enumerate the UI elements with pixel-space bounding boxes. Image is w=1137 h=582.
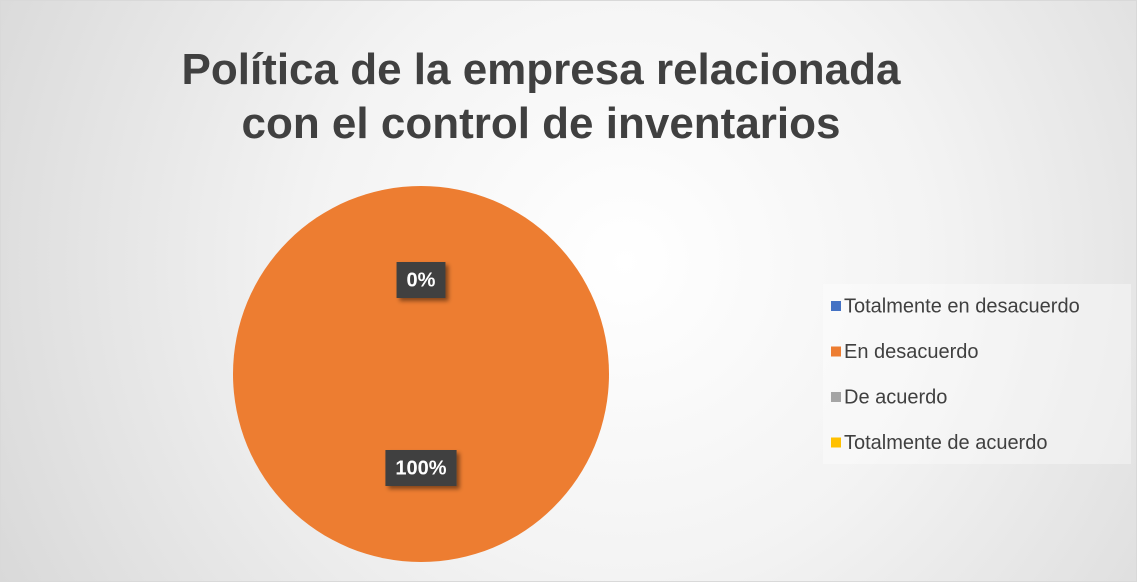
- legend-swatch: [831, 301, 841, 311]
- legend-box: [823, 284, 1131, 464]
- data-label-box: [385, 450, 457, 486]
- legend-label: En desacuerdo: [844, 341, 979, 363]
- legend-swatch: [831, 437, 841, 448]
- chart-title: Política de la empresa relacionada con e…: [181, 45, 901, 148]
- legend-label: Totalmente de acuerdo: [844, 432, 1047, 454]
- data-label-box: [396, 262, 446, 298]
- legend-swatch: [831, 346, 841, 357]
- legend-label: Totalmente en desacuerdo: [844, 295, 1080, 317]
- pie-slice: [233, 186, 609, 562]
- legend-swatch: [831, 392, 841, 402]
- data-label: 100%: [385, 450, 457, 486]
- data-label-text: 0%: [407, 269, 436, 291]
- data-label-text: 100%: [395, 457, 446, 479]
- legend-label: De acuerdo: [844, 386, 947, 408]
- data-label: 0%: [396, 262, 446, 298]
